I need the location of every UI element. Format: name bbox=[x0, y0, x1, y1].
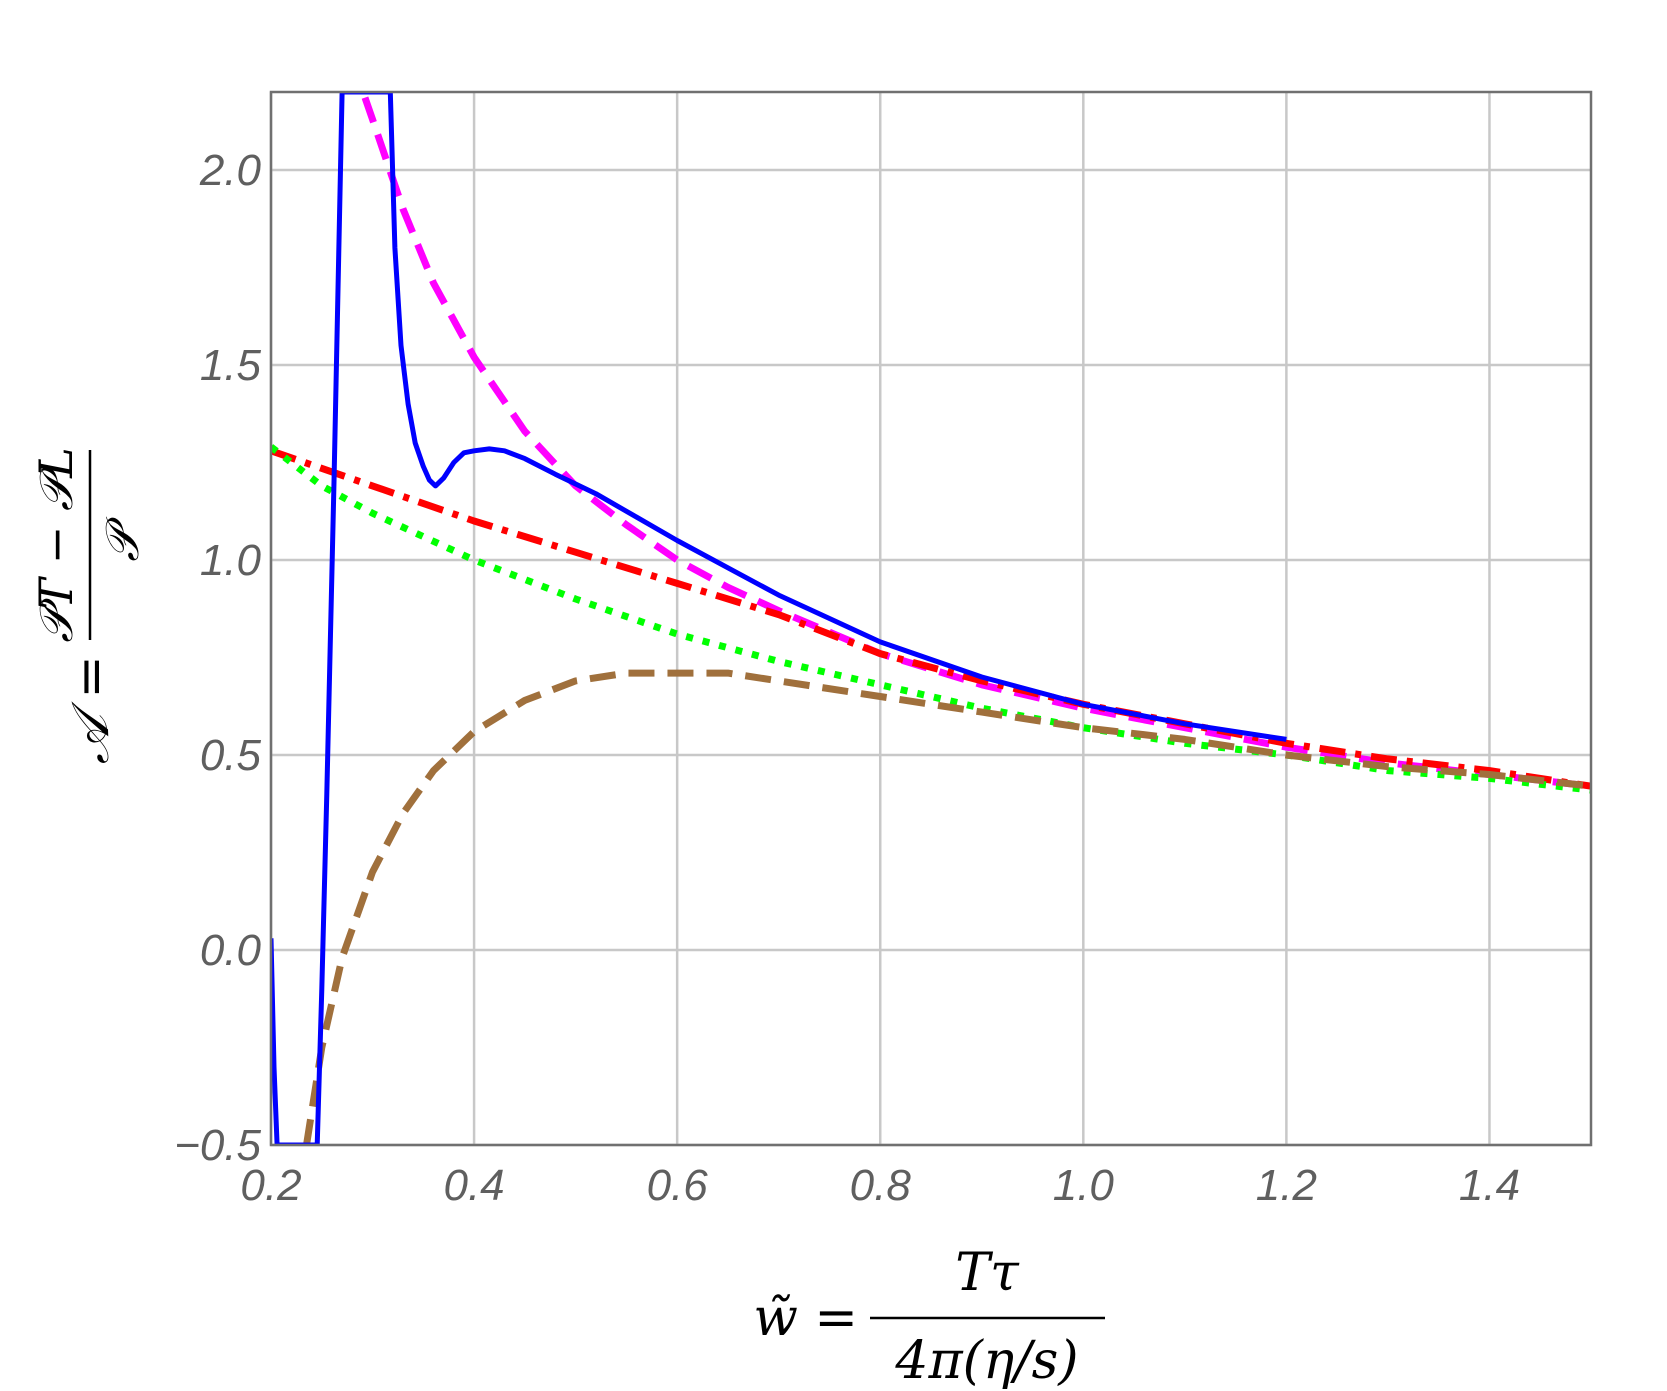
x-tick-labels: 0.2 0.4 0.6 0.8 1.0 1.2 1.4 bbox=[240, 1161, 1520, 1210]
y-tick-label: 1.5 bbox=[200, 341, 262, 390]
y-tick-label: 1.0 bbox=[200, 536, 262, 585]
x-axis-label-numerator: Tτ bbox=[955, 1243, 1020, 1303]
series-line-2 bbox=[271, 444, 1591, 794]
x-tick-label: 1.0 bbox=[1053, 1161, 1115, 1210]
x-tick-label: 1.4 bbox=[1459, 1161, 1520, 1210]
y-axis-label-denominator: 𝒫 bbox=[95, 517, 149, 562]
y-tick-labels: −0.5 0.0 0.5 1.0 1.5 2.0 bbox=[174, 146, 261, 1170]
series-line-3 bbox=[303, 669, 1591, 1145]
y-tick-label: 2.0 bbox=[199, 146, 262, 195]
x-axis-label-denominator: 4π(η/s) bbox=[894, 1331, 1078, 1391]
x-tick-label: 0.2 bbox=[240, 1161, 301, 1210]
x-tick-label: 0.6 bbox=[647, 1161, 709, 1210]
x-axis-label-lhs: w̃ = bbox=[753, 1288, 858, 1348]
y-tick-label: 0.5 bbox=[200, 731, 262, 780]
series-line-4 bbox=[271, 92, 1287, 1145]
curves bbox=[271, 92, 1591, 1145]
y-axis-label: 𝒜 = 𝒫T − 𝒫L 𝒫 bbox=[29, 447, 149, 764]
y-axis-label-numerator: 𝒫T − 𝒫L bbox=[29, 447, 83, 642]
series-line-1 bbox=[271, 447, 1591, 790]
x-axis-label: w̃ = Tτ 4π(η/s) bbox=[753, 1243, 1105, 1391]
plot-background bbox=[271, 92, 1591, 1145]
y-tick-label: 0.0 bbox=[200, 926, 262, 975]
y-tick-label: −0.5 bbox=[174, 1121, 261, 1170]
plot-frame bbox=[269, 90, 1593, 1147]
x-tick-label: 0.8 bbox=[850, 1161, 912, 1210]
series-line-0 bbox=[359, 92, 1591, 790]
grid bbox=[269, 92, 1591, 1147]
y-axis-label-lhs: 𝒜 = bbox=[61, 655, 121, 764]
x-tick-label: 0.4 bbox=[443, 1161, 504, 1210]
x-tick-label: 1.2 bbox=[1256, 1161, 1317, 1210]
